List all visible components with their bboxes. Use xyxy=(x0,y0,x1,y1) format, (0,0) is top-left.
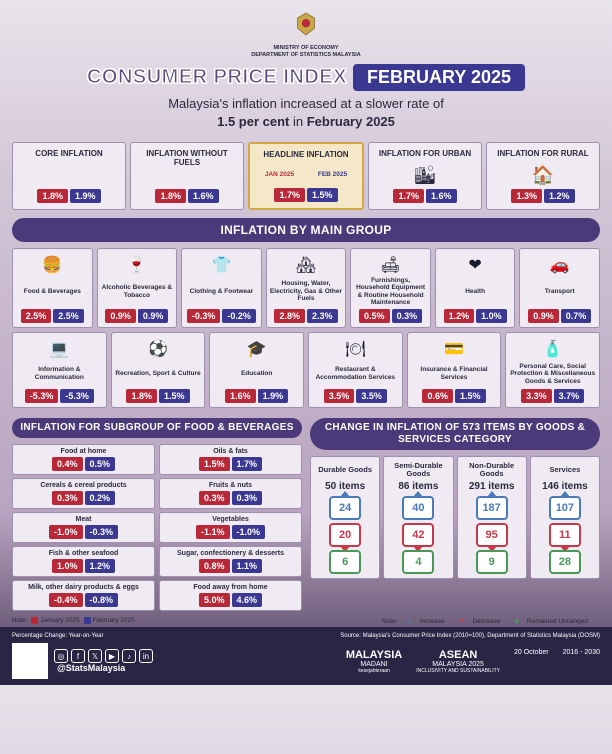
notes-row: Note: January 2025 February 2025 Note: ▲… xyxy=(12,617,600,625)
items-col: Services 146 items 107 11 28 xyxy=(530,456,600,579)
social-icons: ◎ f 𝕏 ▶ ♪ in xyxy=(54,649,153,663)
group-card: 🍽 Restaurant & Accommodation Services 3.… xyxy=(308,332,403,408)
items-cols: Durable Goods 50 items 24 20 6 Semi-Dura… xyxy=(310,456,600,579)
footer-logo: ASEAN MALAYSIA 2025 INCLUSIVITY AND SUST… xyxy=(416,649,500,674)
items-col: Semi-Durable Goods 86 items 40 42 4 xyxy=(383,456,453,579)
section-header-subgroup: INFLATION FOR SUBGROUP OF FOOD & BEVERAG… xyxy=(12,418,302,438)
group-grid-row2: 💻 Information & Communication -5.3%-5.3%… xyxy=(12,332,600,408)
group-card: 🍷 Alcoholic Beverages & Tobacco 0.9%0.9% xyxy=(97,248,178,329)
group-card: 🏘 Housing, Water, Electricity, Gas & Oth… xyxy=(266,248,347,329)
footer-logo: 2016 - 2030 xyxy=(563,649,600,674)
top-card-2: HEADLINE INFLATIONJAN 2025FEB 20251.7%1.… xyxy=(248,142,364,210)
group-grid-row1: 🍔 Food & Beverages 2.5%2.5% 🍷 Alcoholic … xyxy=(12,248,600,329)
source-note: Source: Malaysia's Consumer Price Index … xyxy=(340,633,600,639)
items-col: Non-Durable Goods 291 items 187 95 9 xyxy=(457,456,527,579)
subgroup-col1: Food at home 0.4%0.5% Cereals & cereal p… xyxy=(12,444,155,611)
group-card: 💳 Insurance & Financial Services 0.6%1.5… xyxy=(407,332,502,408)
subgroup-item: Fruits & nuts 0.3%0.3% xyxy=(159,478,302,509)
ministry-label: MINISTRY OF ECONOMY DEPARTMENT OF STATIS… xyxy=(12,45,600,58)
section-header-main-group: INFLATION BY MAIN GROUP xyxy=(12,218,600,242)
subgroup-col2: Oils & fats 1.5%1.7% Fruits & nuts 0.3%0… xyxy=(159,444,302,611)
pct-note: Percentage Change: Year-on-Year xyxy=(12,633,104,639)
qr-code xyxy=(12,643,48,679)
section-header-items: CHANGE IN INFLATION OF 573 ITEMS BY GOOD… xyxy=(310,418,600,450)
group-card: 🛋 Furnishings, Household Equipment & Rou… xyxy=(350,248,431,329)
top-card-0: CORE INFLATION1.8%1.9% xyxy=(12,142,126,210)
top-card-1: INFLATION WITHOUT FUELS1.8%1.6% xyxy=(130,142,244,210)
subgroup-item: Meat -1.0%-0.3% xyxy=(12,512,155,543)
group-card: 🚗 Transport 0.9%0.7% xyxy=(519,248,600,329)
top-card-3: INFLATION FOR URBAN🏙1.7%1.6% xyxy=(368,142,482,210)
youtube-icon: ▶ xyxy=(105,649,119,663)
page-title: CONSUMER PRICE INDEX xyxy=(87,66,347,89)
social-handle: @StatsMalaysia xyxy=(57,663,153,673)
facebook-icon: f xyxy=(71,649,85,663)
footer-logos: MALAYSIA MADANI kesejahteraan ASEAN MALA… xyxy=(346,649,600,674)
group-card: 🧴 Personal Care, Social Protection & Mis… xyxy=(505,332,600,408)
subgroup-item: Food away from home 5.0%4.6% xyxy=(159,580,302,611)
subgroup-item: Food at home 0.4%0.5% xyxy=(12,444,155,475)
month-badge: FEBRUARY 2025 xyxy=(353,64,525,91)
top-cards: CORE INFLATION1.8%1.9%INFLATION WITHOUT … xyxy=(12,142,600,210)
items-section: CHANGE IN INFLATION OF 573 ITEMS BY GOOD… xyxy=(310,418,600,611)
tiktok-icon: ♪ xyxy=(122,649,136,663)
footer-logo: MALAYSIA MADANI kesejahteraan xyxy=(346,649,402,674)
subgroup-item: Vegetables -1.1%-1.0% xyxy=(159,512,302,543)
footer: Percentage Change: Year-on-Year Source: … xyxy=(0,627,612,685)
group-card: 👕 Clothing & Footwear -0.3%-0.2% xyxy=(181,248,262,329)
items-col: Durable Goods 50 items 24 20 6 xyxy=(310,456,380,579)
linkedin-icon: in xyxy=(139,649,153,663)
subgroup-item: Cereals & cereal products 0.3%0.2% xyxy=(12,478,155,509)
top-card-4: INFLATION FOR RURAL🏠1.3%1.2% xyxy=(486,142,600,210)
group-card: ⚽ Recreation, Sport & Culture 1.8%1.5% xyxy=(111,332,206,408)
x-icon: 𝕏 xyxy=(88,649,102,663)
group-card: 💻 Information & Communication -5.3%-5.3% xyxy=(12,332,107,408)
group-card: ❤ Health 1.2%1.0% xyxy=(435,248,516,329)
group-card: 🍔 Food & Beverages 2.5%2.5% xyxy=(12,248,93,329)
subtitle: Malaysia's inflation increased at a slow… xyxy=(12,95,600,131)
subgroup-item: Milk, other dairy products & eggs -0.4%-… xyxy=(12,580,155,611)
group-card: 🎓 Education 1.6%1.9% xyxy=(209,332,304,408)
subgroup-section: INFLATION FOR SUBGROUP OF FOOD & BEVERAG… xyxy=(12,418,302,611)
national-crest xyxy=(12,10,600,43)
footer-logo: 20 October xyxy=(514,649,549,674)
instagram-icon: ◎ xyxy=(54,649,68,663)
subgroup-item: Fish & other seafood 1.0%1.2% xyxy=(12,546,155,577)
subgroup-item: Oils & fats 1.5%1.7% xyxy=(159,444,302,475)
subgroup-item: Sugar, confectionery & desserts 0.8%1.1% xyxy=(159,546,302,577)
